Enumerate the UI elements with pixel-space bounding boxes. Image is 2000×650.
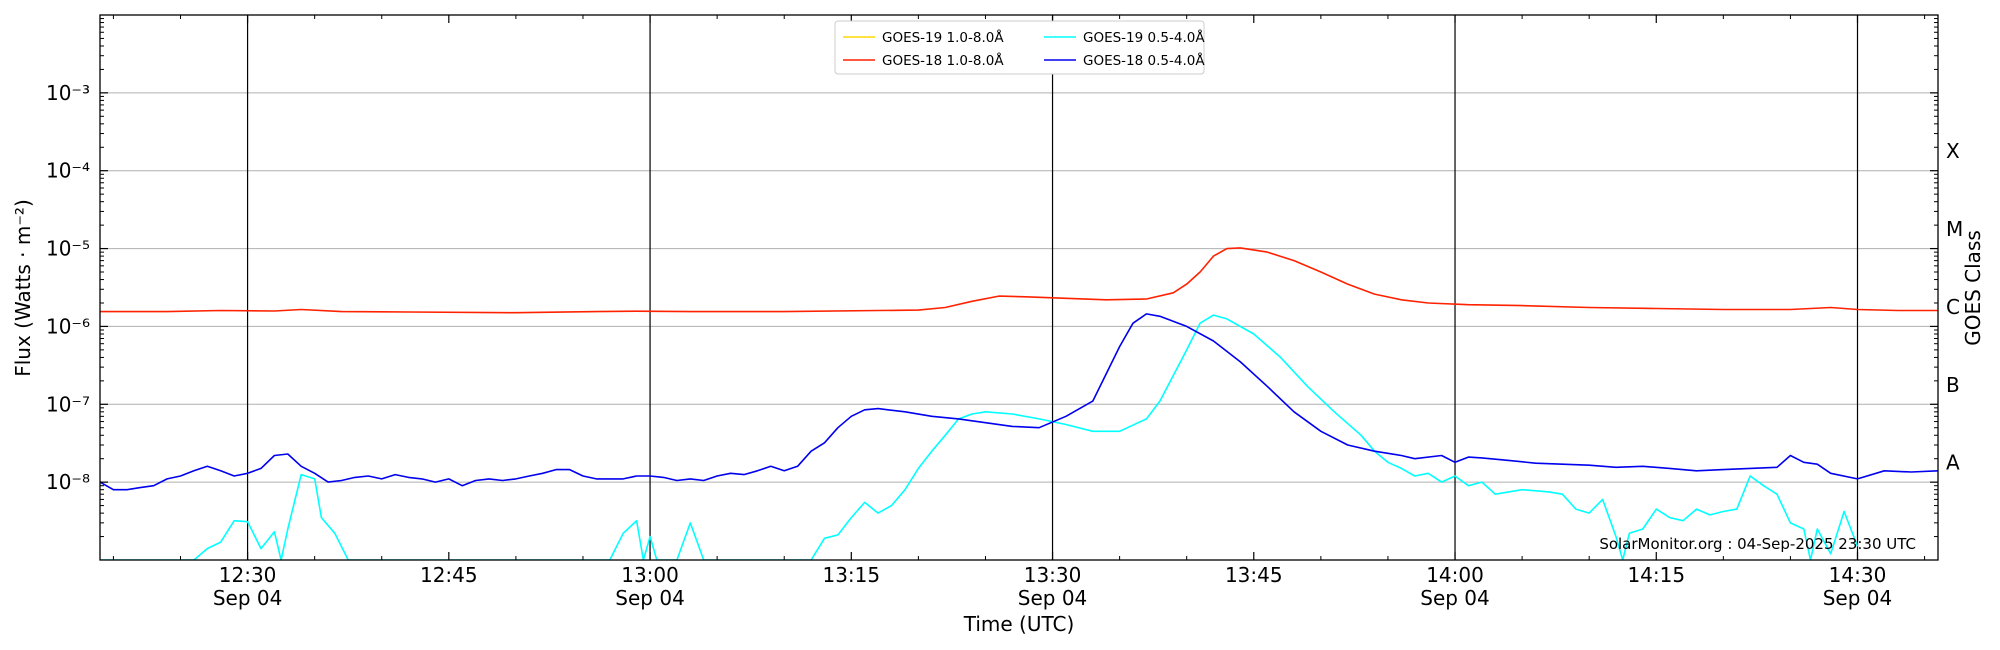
legend-label: GOES-19 1.0-8.0Å	[882, 29, 1004, 46]
x-tick-label: 14:00	[1426, 563, 1484, 587]
x-tick-label: 12:45	[420, 563, 478, 587]
series-line-3	[100, 313, 1938, 491]
right-axis-label: GOES Class	[1961, 230, 1985, 346]
series-layer	[100, 247, 1938, 560]
goes-class-label: A	[1946, 451, 1960, 475]
x-tick-date-label: Sep 04	[615, 586, 685, 610]
legend-label: GOES-18 0.5-4.0Å	[1083, 52, 1205, 69]
goes-class-label: X	[1946, 139, 1960, 163]
goes-class-labels: A B C M X	[1946, 139, 1963, 474]
y-axis-label: Flux (Watts · m⁻²)	[11, 199, 35, 377]
legend-box	[834, 20, 1205, 75]
x-tick-label: 13:45	[1225, 563, 1283, 587]
horizontal-gridlines	[100, 92, 1938, 483]
x-tick-label: 13:30	[1024, 563, 1082, 587]
legend-label: GOES-18 1.0-8.0Å	[882, 52, 1004, 69]
series-line-2	[100, 314, 1859, 560]
legend: GOES-19 1.0-8.0Å GOES-18 1.0-8.0Å GOES-19 …	[834, 20, 1205, 75]
x-tick-date-label: Sep 04	[1018, 586, 1088, 610]
y-tick-label: 10⁻³	[46, 81, 90, 105]
legend-label: GOES-19 0.5-4.0Å	[1083, 29, 1205, 46]
x-tick-date-label: Sep 04	[1420, 586, 1490, 610]
y-tick-label: 10⁻⁸	[46, 470, 90, 494]
y-tick-label: 10⁻⁵	[46, 237, 90, 261]
vertical-gridlines	[246, 15, 1859, 560]
credit-text: SolarMonitor.org : 04-Sep-2025 23:30 UTC	[1599, 535, 1916, 553]
x-tick-label: 13:00	[621, 563, 679, 587]
y-tick-label: 10⁻⁴	[46, 159, 90, 183]
x-axis-label: Time (UTC)	[963, 612, 1075, 636]
x-tick-label: 14:30	[1829, 563, 1887, 587]
x-tick-label: 14:15	[1627, 563, 1685, 587]
plot-frame	[99, 14, 1939, 561]
goes-class-label: M	[1946, 217, 1963, 241]
x-tick-date-label: Sep 04	[213, 586, 283, 610]
x-tick-label: 13:15	[822, 563, 880, 587]
x-tick-label: 12:30	[219, 563, 277, 587]
y-tick-label: 10⁻⁷	[46, 392, 90, 416]
y-tick-label: 10⁻⁶	[46, 314, 90, 338]
y-axis-ticks: 10⁻⁸ 10⁻⁷ 10⁻⁶ 10⁻⁵ 10⁻⁴ 10⁻³	[46, 18, 1938, 538]
goes-class-label: C	[1946, 295, 1960, 319]
x-tick-date-label: Sep 04	[1823, 586, 1893, 610]
goes-class-label: B	[1946, 373, 1960, 397]
series-line-1	[100, 247, 1938, 314]
